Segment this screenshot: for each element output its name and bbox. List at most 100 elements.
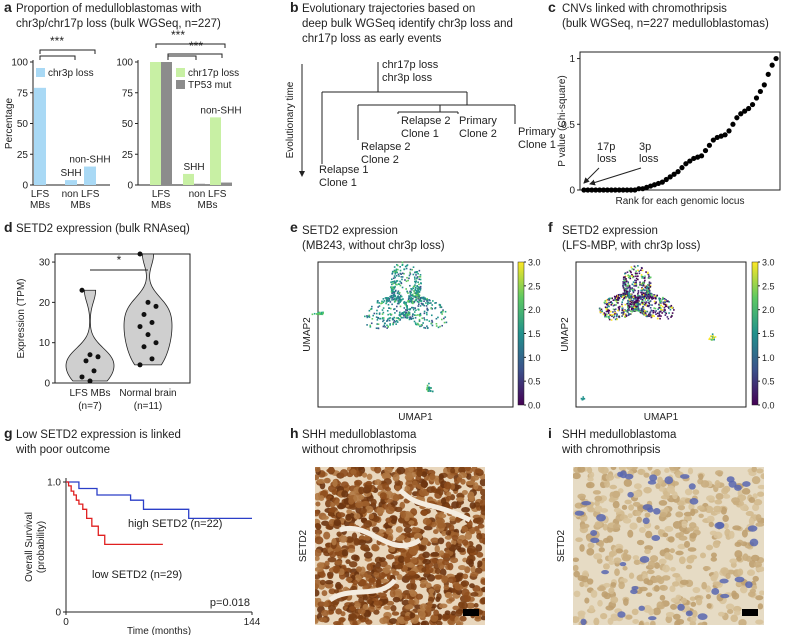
cell bbox=[631, 310, 633, 313]
nucleus bbox=[348, 602, 355, 607]
cell bbox=[622, 278, 625, 280]
y-axis-label: SETD2 bbox=[556, 529, 567, 562]
nucleus bbox=[700, 480, 710, 488]
nucleus bbox=[359, 579, 367, 586]
point bbox=[608, 187, 614, 193]
nucleus bbox=[755, 619, 764, 625]
panel-title: SETD2 expression bbox=[302, 225, 398, 237]
nucleus-blue bbox=[639, 556, 650, 563]
cell bbox=[658, 311, 661, 313]
cell bbox=[629, 297, 632, 300]
cell bbox=[643, 303, 645, 306]
cell bbox=[627, 303, 630, 305]
x-tick-label: non LFS MBs bbox=[61, 189, 100, 211]
nucleus bbox=[346, 509, 352, 515]
cell bbox=[658, 315, 660, 317]
point bbox=[640, 186, 646, 192]
cell bbox=[384, 326, 386, 328]
cell bbox=[429, 299, 431, 302]
cell bbox=[429, 389, 432, 392]
node-label: Clone 2 bbox=[361, 154, 399, 166]
cell bbox=[662, 296, 664, 299]
nucleus bbox=[316, 478, 326, 484]
nucleus bbox=[472, 475, 480, 481]
x-tick-label: Normal brain bbox=[119, 388, 176, 399]
nucleus bbox=[690, 601, 697, 607]
nucleus bbox=[456, 497, 465, 502]
nucleus bbox=[636, 516, 643, 523]
nucleus bbox=[461, 489, 468, 495]
cell bbox=[581, 398, 584, 401]
nucleus bbox=[396, 467, 406, 475]
cell bbox=[623, 296, 626, 299]
cell bbox=[441, 324, 443, 327]
cell bbox=[624, 310, 627, 312]
nucleus bbox=[356, 566, 362, 572]
cell bbox=[417, 301, 420, 304]
cell bbox=[420, 302, 423, 305]
point bbox=[616, 187, 622, 193]
nucleus bbox=[334, 589, 340, 594]
nucleus-blue bbox=[624, 473, 634, 480]
nucleus bbox=[315, 467, 321, 473]
x-tick-label: 0 bbox=[63, 617, 69, 628]
cell bbox=[628, 298, 631, 301]
cell bbox=[661, 312, 663, 314]
nucleus bbox=[469, 583, 475, 589]
cell bbox=[419, 276, 422, 278]
cell bbox=[377, 300, 379, 302]
cell bbox=[431, 324, 434, 327]
nucleus bbox=[476, 532, 483, 540]
cell bbox=[439, 325, 441, 328]
cell bbox=[377, 316, 379, 319]
cell bbox=[419, 287, 422, 290]
nucleus bbox=[376, 507, 385, 514]
cell bbox=[392, 296, 395, 298]
nucleus bbox=[648, 608, 655, 616]
nucleus bbox=[748, 496, 756, 503]
cell bbox=[634, 283, 636, 285]
cell bbox=[318, 312, 321, 315]
nucleus-blue bbox=[689, 497, 699, 505]
nucleus bbox=[623, 549, 629, 554]
cell bbox=[390, 296, 392, 299]
cell bbox=[423, 300, 425, 303]
nucleus bbox=[332, 479, 338, 488]
nucleus bbox=[481, 586, 485, 593]
cell bbox=[431, 321, 434, 323]
nucleus-blue bbox=[745, 581, 753, 589]
nucleus bbox=[702, 566, 711, 571]
plot-frame bbox=[579, 51, 781, 191]
cell bbox=[641, 303, 644, 306]
nucleus bbox=[447, 562, 454, 571]
cell bbox=[382, 311, 385, 314]
cell bbox=[394, 271, 397, 274]
cell bbox=[608, 298, 610, 300]
cell bbox=[604, 302, 606, 305]
cell bbox=[426, 308, 429, 311]
cell bbox=[635, 275, 637, 278]
nucleus bbox=[362, 593, 368, 601]
nucleus bbox=[315, 548, 322, 557]
cell bbox=[642, 292, 645, 295]
cell bbox=[617, 302, 619, 304]
nucleus bbox=[699, 552, 707, 559]
point bbox=[675, 169, 681, 175]
cell bbox=[610, 304, 613, 306]
cell bbox=[671, 306, 673, 309]
nucleus bbox=[697, 622, 705, 625]
nucleus bbox=[466, 472, 472, 480]
nucleus bbox=[413, 532, 423, 540]
cell bbox=[393, 294, 396, 297]
cell bbox=[430, 387, 432, 389]
nucleus bbox=[577, 575, 585, 582]
nucleus bbox=[732, 605, 742, 613]
cell bbox=[668, 312, 670, 314]
nucleus bbox=[689, 532, 697, 539]
cell bbox=[635, 285, 638, 287]
cell bbox=[632, 288, 635, 291]
axis-label: Evolutionary time bbox=[285, 81, 296, 158]
cell bbox=[377, 306, 380, 308]
nucleus bbox=[593, 553, 603, 560]
nucleus bbox=[615, 548, 624, 554]
